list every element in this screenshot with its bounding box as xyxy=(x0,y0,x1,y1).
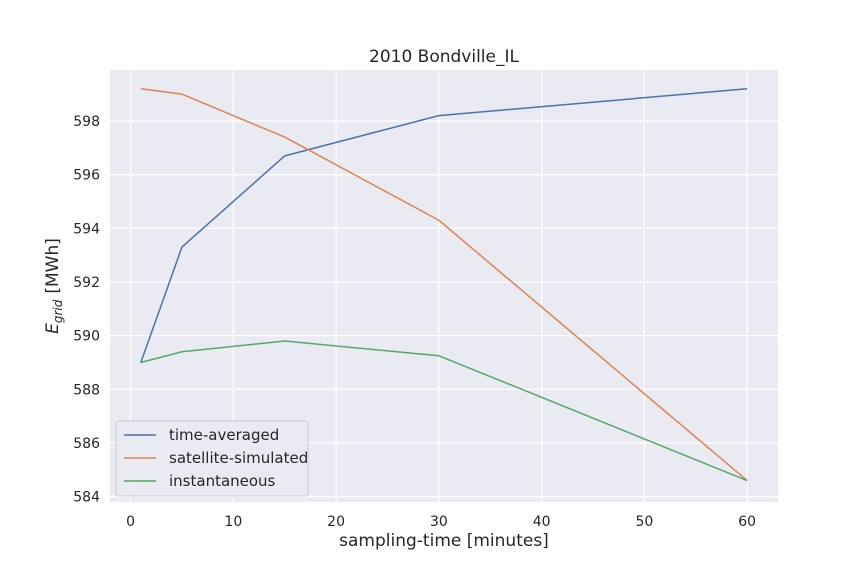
y-tick-label: 586 xyxy=(73,436,100,452)
y-tick-label: 598 xyxy=(73,114,100,130)
series-line-1 xyxy=(140,88,748,363)
legend-label-1: time-averaged xyxy=(169,426,279,444)
y-axis-label-main: E xyxy=(43,323,63,334)
y-tick-label: 588 xyxy=(73,382,100,398)
legend-label-2: satellite-simulated xyxy=(169,449,308,467)
x-axis-label: sampling-time [minutes] xyxy=(339,531,549,551)
x-tick-label: 10 xyxy=(224,514,242,530)
y-axis-label-subscript: grid xyxy=(51,299,65,323)
series-line-2 xyxy=(140,88,748,482)
y-axis-label: Egrid [MWh] xyxy=(43,238,65,334)
svg-text:Egrid[MWh]: Egrid [MWh] xyxy=(43,238,65,334)
y-tick-label: 590 xyxy=(73,329,100,345)
legend: time-averaged satellite-simulated instanta… xyxy=(115,420,309,497)
y-tick-label: 596 xyxy=(73,168,100,184)
y-tick-label: 592 xyxy=(73,275,100,291)
y-tick-labels: 584 586 588 590 592 594 596 598 xyxy=(73,114,100,506)
y-tick-label: 594 xyxy=(73,221,100,237)
series-lines xyxy=(140,88,748,482)
x-tick-label: 30 xyxy=(430,514,448,530)
x-tick-labels: 0 10 20 30 40 50 60 xyxy=(126,514,756,530)
x-tick-label: 50 xyxy=(635,514,653,530)
series-line-3 xyxy=(140,340,748,482)
y-tick-label: 584 xyxy=(73,490,100,506)
x-tick-label: 40 xyxy=(533,514,551,530)
y-axis-label-unit: [MWh] xyxy=(43,238,63,294)
chart-title: 2010 Bondville_IL xyxy=(369,47,519,67)
legend-box xyxy=(115,420,309,497)
x-tick-label: 60 xyxy=(738,514,756,530)
x-tick-label: 20 xyxy=(327,514,345,530)
legend-label-3: instantaneous xyxy=(169,472,276,490)
x-tick-label: 0 xyxy=(126,514,135,530)
